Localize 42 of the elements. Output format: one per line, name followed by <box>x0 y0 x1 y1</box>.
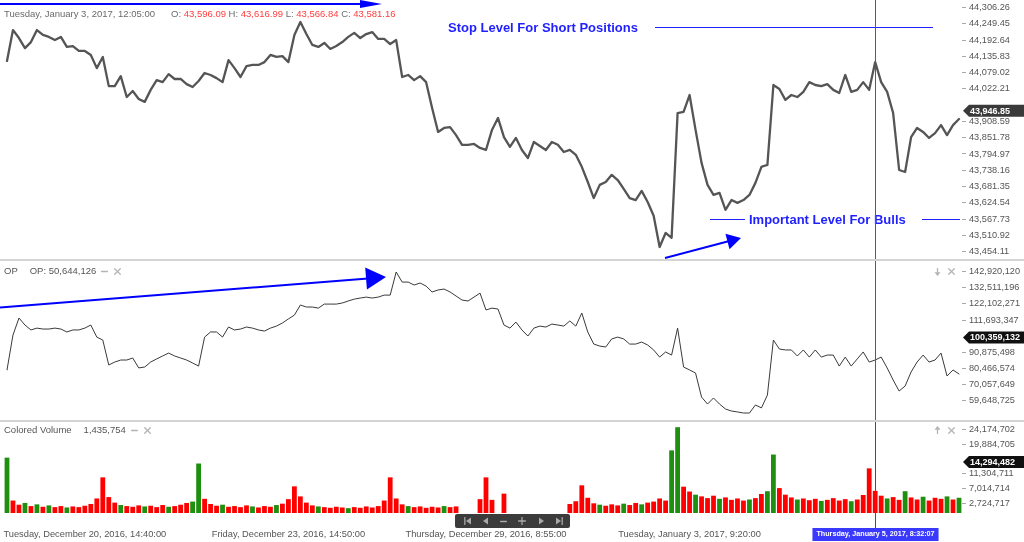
text: 100,359,132 <box>970 332 1021 343</box>
x-tick-label: Tuesday, December 20, 2016, 14:40:00 <box>3 529 167 540</box>
text: 43,946.85 <box>970 105 1011 116</box>
y-tick-label: 7,014,714 <box>969 483 1010 494</box>
chart-title: Colored Volume <box>4 423 72 435</box>
y-tick-label: 44,249.45 <box>969 18 1010 29</box>
y-tick-label: 44,022.21 <box>969 83 1010 94</box>
y-tick-label: 44,135.83 <box>969 50 1010 61</box>
text: 14,294,482 <box>970 456 1016 467</box>
y-tick-label: 70,057,649 <box>969 379 1015 390</box>
y-tick-label: 43,567.73 <box>969 213 1010 224</box>
y-tick-label: 43,738.16 <box>969 164 1010 175</box>
y-tick-label: 142,920,120 <box>969 266 1021 277</box>
annotation: O: 43,596.09 H: 43,616.99 L: 43,566.84 C: 43,581.16 <box>171 7 396 19</box>
ref-line-label: Stop Level For Short Positions <box>448 19 638 35</box>
y-tick-label: 122,102,271 <box>969 298 1021 309</box>
x-tick-label: Friday, December 23, 2016, 14:50:00 <box>211 529 366 540</box>
y-tick-label: 43,681.35 <box>969 181 1010 192</box>
y-tick-label: 43,794.97 <box>969 148 1010 159</box>
y-tick-label: 43,624.54 <box>969 197 1010 208</box>
annotation: OP: 50,644,126 <box>29 265 97 277</box>
y-tick-label: 90,875,498 <box>969 346 1015 357</box>
annotation: Tuesday, January 3, 2017, 12:05:00 <box>4 7 156 19</box>
x-tick-label: Tuesday, January 3, 2017, 9:20:00 <box>618 529 761 540</box>
y-tick-label: 11,304,711 <box>969 468 1014 479</box>
annotation: 1,435,754 <box>83 423 126 435</box>
y-tick-label: 24,174,702 <box>969 423 1015 434</box>
y-tick-label: 19,884,705 <box>969 438 1015 449</box>
y-tick-label: 43,851.78 <box>969 132 1010 143</box>
y-tick-label: 2,724,717 <box>969 498 1010 509</box>
y-tick-label: 43,908.59 <box>969 116 1010 126</box>
y-tick-label: 59,648,725 <box>969 395 1015 406</box>
text: OP <box>4 265 18 277</box>
y-tick-label: 44,192.64 <box>969 34 1010 45</box>
y-tick-label: 43,454.11 <box>969 246 1010 257</box>
y-tick-label: 44,079.02 <box>969 67 1010 78</box>
y-tick-label: 44,306.26 <box>969 2 1010 13</box>
y-tick-label: 80,466,574 <box>969 362 1015 373</box>
x-tick-label: Thursday, December 29, 2016, 8:55:00 <box>405 529 567 540</box>
y-tick-label: 43,510.92 <box>969 229 1010 240</box>
y-tick-label: 132,511,196 <box>969 282 1020 293</box>
y-tick-label: 111,693,347 <box>969 314 1019 325</box>
